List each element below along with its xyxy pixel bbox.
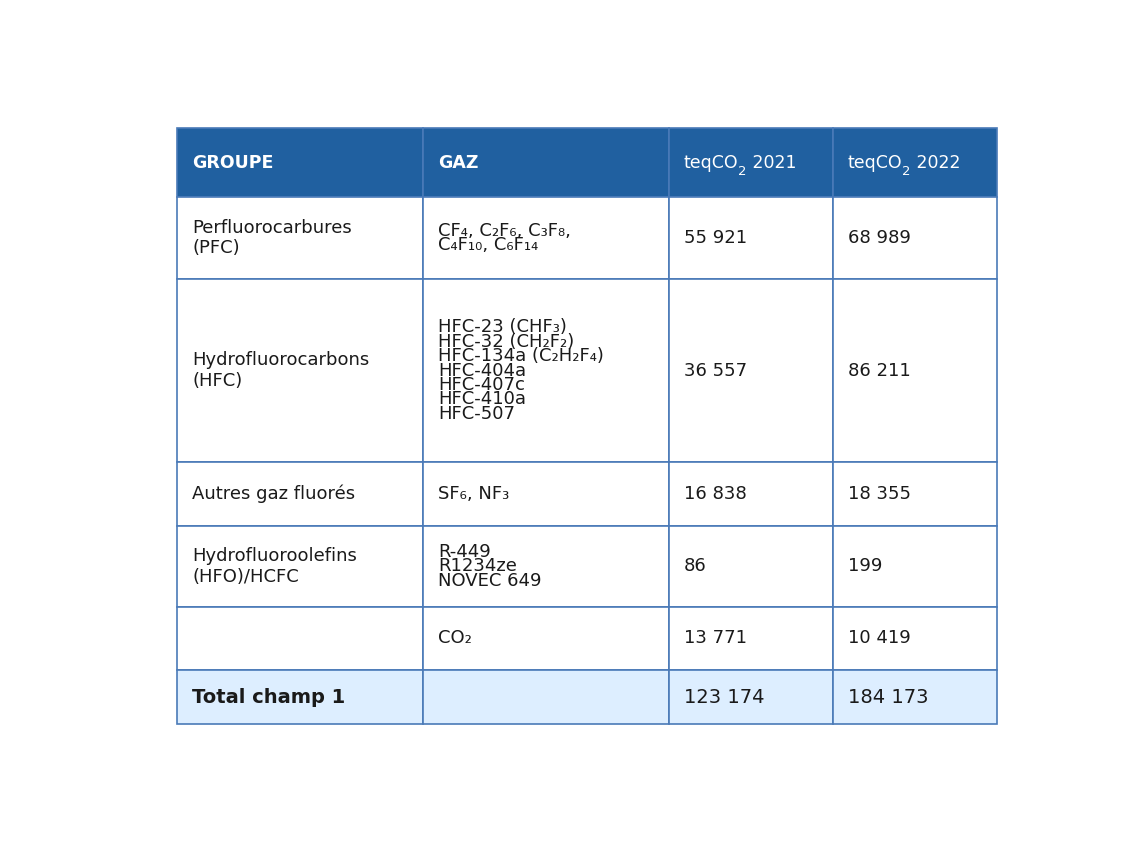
Text: Perfluorocarbures
(PFC): Perfluorocarbures (PFC) <box>192 218 351 258</box>
Bar <box>669 607 833 670</box>
Text: SF₆, NF₃: SF₆, NF₃ <box>438 485 509 503</box>
Bar <box>833 670 997 724</box>
Bar <box>669 279 833 462</box>
Text: 2021: 2021 <box>747 154 796 172</box>
Text: Autres gaz fluorés: Autres gaz fluorés <box>192 484 355 503</box>
Text: Hydrofluoroolefins
(HFO)/HCFC: Hydrofluoroolefins (HFO)/HCFC <box>192 547 357 586</box>
Bar <box>833 462 997 525</box>
Text: GROUPE: GROUPE <box>192 154 274 172</box>
Text: 18 355: 18 355 <box>848 485 911 503</box>
Bar <box>669 525 833 607</box>
Text: HFC-134a (C₂H₂F₄): HFC-134a (C₂H₂F₄) <box>438 347 604 366</box>
Text: 10 419: 10 419 <box>848 630 911 648</box>
Bar <box>177 462 423 525</box>
Text: R-449: R-449 <box>438 543 491 561</box>
Text: Total champ 1: Total champ 1 <box>192 688 346 706</box>
Text: NOVEC 649: NOVEC 649 <box>438 572 541 590</box>
Bar <box>177 279 423 462</box>
Text: C₄F₁₀, C₆F₁₄: C₄F₁₀, C₆F₁₄ <box>438 236 538 254</box>
Bar <box>669 670 833 724</box>
Text: 199: 199 <box>848 558 882 575</box>
Bar <box>177 607 423 670</box>
Text: 2: 2 <box>738 165 747 178</box>
Text: 68 989: 68 989 <box>848 229 911 247</box>
Bar <box>177 525 423 607</box>
Text: R1234ze: R1234ze <box>438 558 517 575</box>
Bar <box>833 279 997 462</box>
Text: HFC-404a: HFC-404a <box>438 361 526 380</box>
Bar <box>423 670 669 724</box>
Bar <box>669 462 833 525</box>
Bar <box>177 128 423 197</box>
Text: 2022: 2022 <box>911 154 961 172</box>
Text: 16 838: 16 838 <box>683 485 747 503</box>
Text: 2: 2 <box>903 165 911 178</box>
Text: Hydrofluorocarbons
(HFC): Hydrofluorocarbons (HFC) <box>192 351 370 390</box>
Text: HFC-407c: HFC-407c <box>438 376 525 394</box>
Bar <box>669 197 833 279</box>
Bar <box>423 525 669 607</box>
Bar <box>423 197 669 279</box>
Text: 123 174: 123 174 <box>683 688 764 706</box>
Bar <box>423 462 669 525</box>
Bar <box>833 128 997 197</box>
Text: HFC-23 (CHF₃): HFC-23 (CHF₃) <box>438 319 567 337</box>
Text: CF₄, C₂F₆, C₃F₈,: CF₄, C₂F₆, C₃F₈, <box>438 222 571 240</box>
Bar <box>833 197 997 279</box>
Bar <box>423 279 669 462</box>
Text: 36 557: 36 557 <box>683 361 747 380</box>
Text: HFC-410a: HFC-410a <box>438 390 526 408</box>
Text: CO₂: CO₂ <box>438 630 472 648</box>
Text: 184 173: 184 173 <box>848 688 928 706</box>
Text: teqCO: teqCO <box>848 154 903 172</box>
Text: teqCO: teqCO <box>683 154 738 172</box>
Bar <box>177 197 423 279</box>
Text: HFC-507: HFC-507 <box>438 405 515 422</box>
Text: 86 211: 86 211 <box>848 361 911 380</box>
Bar <box>833 525 997 607</box>
Text: 86: 86 <box>683 558 706 575</box>
Text: HFC-32 (CH₂F₂): HFC-32 (CH₂F₂) <box>438 332 574 351</box>
Text: 55 921: 55 921 <box>683 229 747 247</box>
Bar <box>833 607 997 670</box>
Bar <box>669 128 833 197</box>
Text: 13 771: 13 771 <box>683 630 747 648</box>
Bar <box>177 670 423 724</box>
Text: GAZ: GAZ <box>438 154 479 172</box>
Bar <box>423 128 669 197</box>
Bar <box>423 607 669 670</box>
